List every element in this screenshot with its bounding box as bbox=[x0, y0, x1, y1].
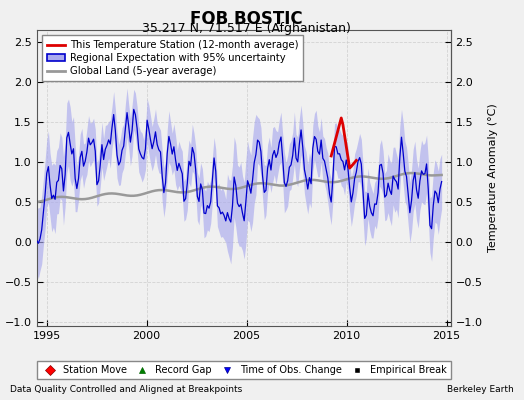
Text: 35.217 N, 71.517 E (Afghanistan): 35.217 N, 71.517 E (Afghanistan) bbox=[142, 22, 351, 35]
Text: Data Quality Controlled and Aligned at Breakpoints: Data Quality Controlled and Aligned at B… bbox=[10, 385, 243, 394]
Legend: Station Move, Record Gap, Time of Obs. Change, Empirical Break: Station Move, Record Gap, Time of Obs. C… bbox=[37, 361, 451, 379]
Text: Berkeley Earth: Berkeley Earth bbox=[447, 385, 514, 394]
Y-axis label: Temperature Anomaly (°C): Temperature Anomaly (°C) bbox=[488, 104, 498, 252]
Text: FOB BOSTIC: FOB BOSTIC bbox=[190, 10, 302, 28]
